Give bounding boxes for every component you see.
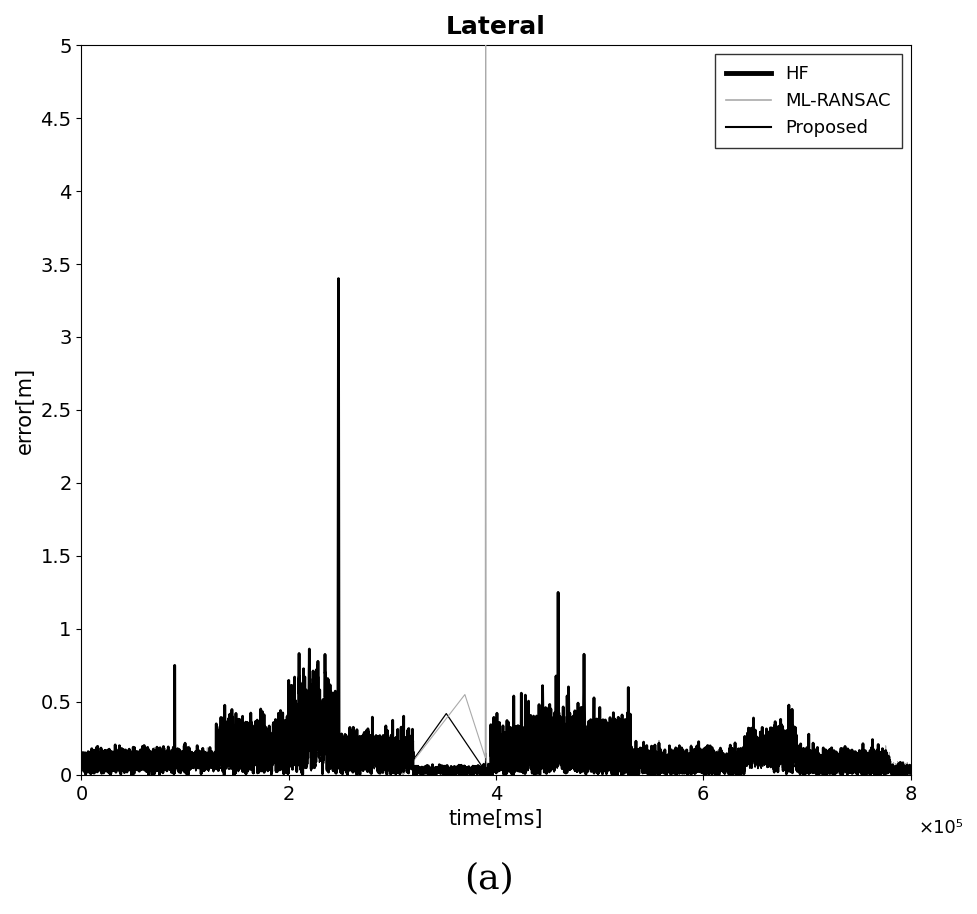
ML-RANSAC [904,760,915,771]
Title: Lateral: Lateral [446,15,545,39]
ML-RANSAC [690,761,701,772]
HF [75,761,87,772]
X-axis label: time[ms]: time[ms] [448,809,542,829]
Line: ML-RANSAC: ML-RANSAC [81,0,910,775]
Proposed [566,763,577,774]
Text: ×10⁵: ×10⁵ [918,819,962,836]
HF [602,752,614,763]
HF [446,770,457,781]
ML-RANSAC [397,770,408,781]
Proposed [75,762,87,773]
Line: Proposed: Proposed [81,476,910,775]
Legend: HF, ML-RANSAC, Proposed: HF, ML-RANSAC, Proposed [714,54,901,148]
HF [375,757,387,768]
Proposed [332,471,344,482]
HF [904,761,915,772]
HF [566,729,577,740]
Proposed [734,762,745,773]
Text: (a): (a) [464,862,513,896]
HF [332,273,344,284]
Proposed [375,760,387,771]
ML-RANSAC [117,759,129,770]
ML-RANSAC [602,753,614,764]
ML-RANSAC [375,744,387,755]
Y-axis label: error[m]: error[m] [15,367,35,453]
Proposed [690,760,701,771]
Proposed [602,750,614,761]
Proposed [117,760,129,771]
HF [117,760,129,771]
ML-RANSAC [566,734,577,745]
ML-RANSAC [75,760,87,771]
Line: HF: HF [81,279,910,775]
ML-RANSAC [734,751,745,762]
Proposed [904,764,915,775]
Proposed [851,770,863,781]
HF [690,762,701,773]
HF [734,752,745,763]
